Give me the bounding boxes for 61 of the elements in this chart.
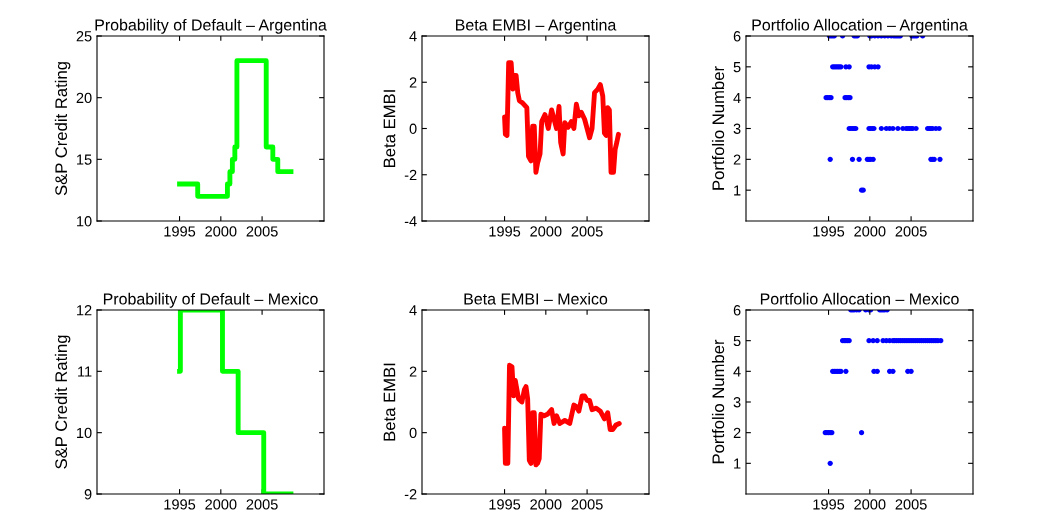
y-tick-label: 1 xyxy=(734,185,741,196)
y-tick-label: 4 xyxy=(733,366,741,377)
y-tick-label: 10 xyxy=(77,427,92,439)
y-axis-title: Portfolio Number xyxy=(711,66,725,190)
x-tick-label: 2000 xyxy=(530,499,562,510)
x-tick-label: 2000 xyxy=(530,226,562,237)
x-tick-label: 2000 xyxy=(205,499,237,510)
chart-title: Portfolio Allocation – Argentina xyxy=(752,18,968,34)
x-tick-label: 1995 xyxy=(489,499,521,510)
y-tick-label: 10 xyxy=(77,216,92,227)
y-tick-label: 15 xyxy=(77,154,92,165)
y-tick-label: 6 xyxy=(733,305,741,316)
y-axis-title: S&P Credit Rating xyxy=(54,62,71,196)
x-tick-label: 2005 xyxy=(246,226,278,237)
y-axis-title: S&P Credit Rating xyxy=(54,335,71,469)
chart-title: Probability of Default – Mexico xyxy=(103,292,318,308)
y-tick-label: 4 xyxy=(409,31,417,42)
y-tick-label: 2 xyxy=(409,366,417,377)
chart-title: Beta EMBI – Mexico xyxy=(464,292,608,305)
y-tick-label: 20 xyxy=(76,92,92,104)
y-tick-label: 4 xyxy=(409,305,417,316)
y-axis-title: Portfolio Number xyxy=(711,339,725,464)
y-tick-label: 9 xyxy=(84,489,92,500)
y-tick-label: 4 xyxy=(733,92,741,103)
y-tick-label: 0 xyxy=(409,123,417,134)
y-tick-label: 12 xyxy=(77,305,92,316)
x-tick-label: 1995 xyxy=(813,499,845,510)
x-tick-label: 2000 xyxy=(854,226,886,237)
x-tick-label: 2005 xyxy=(246,499,278,510)
x-tick-label: 2005 xyxy=(571,226,603,237)
line-series xyxy=(502,60,621,175)
y-axis-title: Beta EMBI xyxy=(383,363,396,441)
x-tick-label: 1995 xyxy=(164,499,196,510)
x-tick-label: 1995 xyxy=(813,226,845,237)
y-axis-title: Beta EMBI xyxy=(383,90,396,167)
chart-title: Beta EMBI – Argentina xyxy=(456,18,617,34)
x-tick-label: 2005 xyxy=(895,499,927,510)
y-tick-label: 6 xyxy=(733,31,741,42)
y-tick-label: 5 xyxy=(733,335,741,347)
y-tick-label: 2 xyxy=(733,427,741,438)
x-tick-label: 2000 xyxy=(205,226,237,237)
x-tick-label: 1995 xyxy=(489,226,521,237)
line-series xyxy=(502,362,622,468)
y-tick-label: 3 xyxy=(733,397,741,408)
y-tick-label: 25 xyxy=(76,31,92,42)
y-tick-label: 11 xyxy=(78,366,92,377)
chart-title: Probability of Default – Argentina xyxy=(95,18,327,34)
y-tick-label: 2 xyxy=(409,77,417,88)
x-tick-label: 1995 xyxy=(164,226,196,237)
x-tick-label: 2005 xyxy=(895,226,927,237)
y-tick-label: 3 xyxy=(733,123,741,134)
y-tick-label: 5 xyxy=(733,62,741,73)
chart-title: Portfolio Allocation – Mexico xyxy=(760,292,959,305)
x-tick-label: 2005 xyxy=(571,499,603,510)
y-tick-label: -2 xyxy=(404,169,417,181)
y-tick-label: 2 xyxy=(733,154,741,165)
y-tick-label: 0 xyxy=(409,427,417,439)
y-tick-label: -4 xyxy=(404,216,417,227)
y-tick-label: -2 xyxy=(404,489,417,500)
y-tick-label: 1 xyxy=(734,458,741,469)
x-tick-label: 2000 xyxy=(854,499,886,510)
